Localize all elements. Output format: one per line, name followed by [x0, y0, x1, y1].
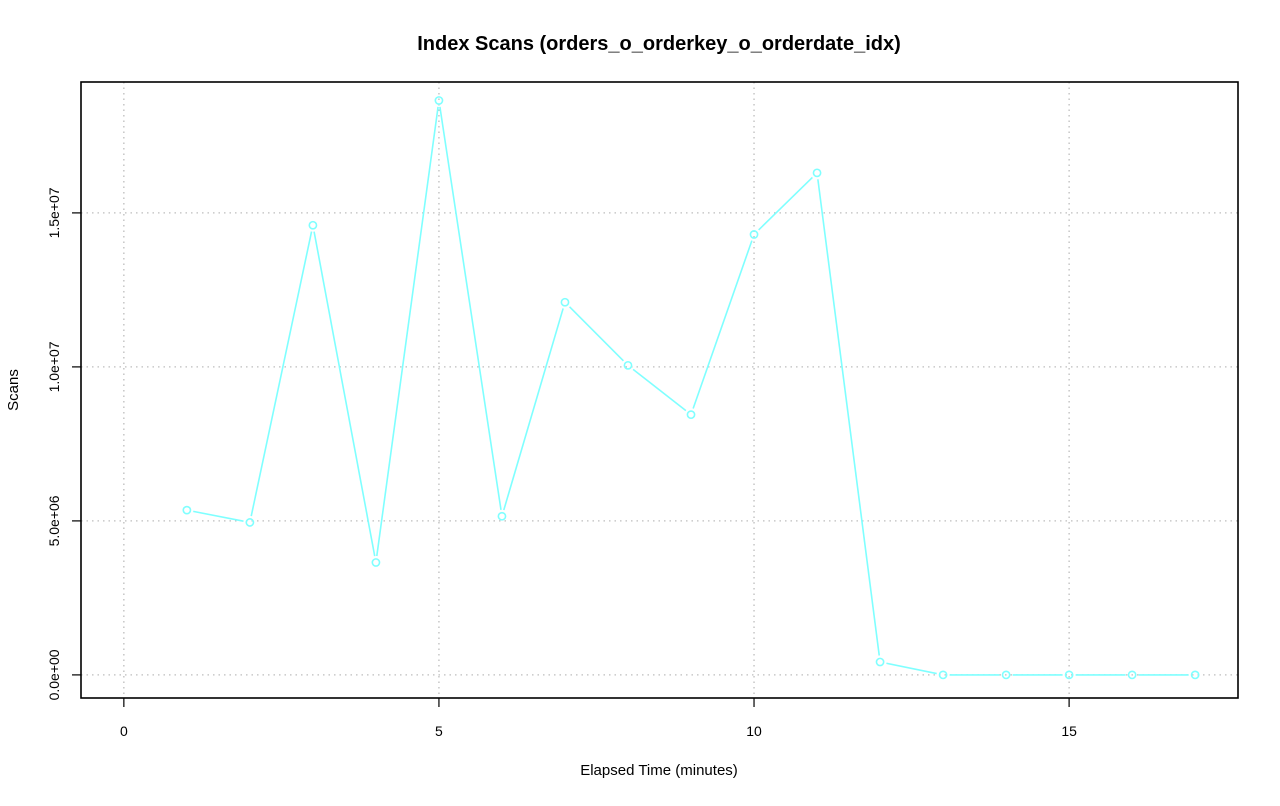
data-point-marker — [1127, 670, 1137, 680]
grid-lines — [81, 82, 1238, 698]
series-line-segment — [503, 308, 564, 511]
x-tick-label: 15 — [1061, 723, 1077, 739]
plot-frame — [80, 81, 1239, 699]
y-tick-label: 1.5e+07 — [46, 187, 62, 238]
data-point-marker — [560, 297, 570, 307]
data-point-marker — [182, 505, 192, 515]
y-axis-label: Scans — [5, 369, 22, 411]
series-line-segment — [692, 240, 753, 409]
x-tick-label: 10 — [746, 723, 762, 739]
data-point-marker — [434, 96, 444, 105]
series-line-segment — [817, 179, 881, 656]
series-line-segment — [193, 510, 244, 522]
data-point-marker — [875, 657, 885, 667]
y-axis: 0.0e+00 5.0e+06 1.0e+07 1.5e+07 — [46, 187, 81, 700]
chart-title: Index Scans (orders_o_orderkey_o_orderda… — [417, 33, 901, 55]
y-tick-label: 1.0e+07 — [46, 341, 62, 392]
data-series — [182, 96, 1200, 680]
x-tick-label: 5 — [435, 723, 443, 739]
x-axis: 0 5 10 15 — [120, 698, 1077, 739]
data-point-marker — [245, 518, 255, 527]
data-point-marker — [497, 511, 507, 521]
series-line-segment — [632, 368, 687, 412]
series-line-segment — [313, 231, 376, 557]
series-line-segment — [250, 231, 313, 517]
data-point-marker — [812, 168, 822, 178]
x-axis-label: Elapsed Time (minutes) — [580, 762, 738, 779]
data-point-marker — [1001, 670, 1011, 680]
y-tick-label: 5.0e+06 — [46, 495, 62, 546]
series-line-segment — [568, 306, 624, 362]
data-point-marker — [1064, 670, 1074, 680]
series-line-segment — [886, 662, 937, 675]
data-point-marker — [371, 558, 381, 567]
series-line-segment — [439, 106, 502, 510]
data-point-marker — [749, 230, 759, 239]
series-line-segment — [376, 106, 439, 557]
data-point-marker — [938, 670, 948, 680]
y-tick-label: 0.0e+00 — [46, 649, 62, 700]
data-point-marker — [623, 360, 633, 370]
data-point-marker — [1190, 670, 1200, 680]
series-line-segment — [758, 176, 813, 231]
x-tick-label: 0 — [120, 723, 128, 739]
data-point-marker — [686, 410, 696, 420]
data-point-marker — [308, 220, 318, 230]
